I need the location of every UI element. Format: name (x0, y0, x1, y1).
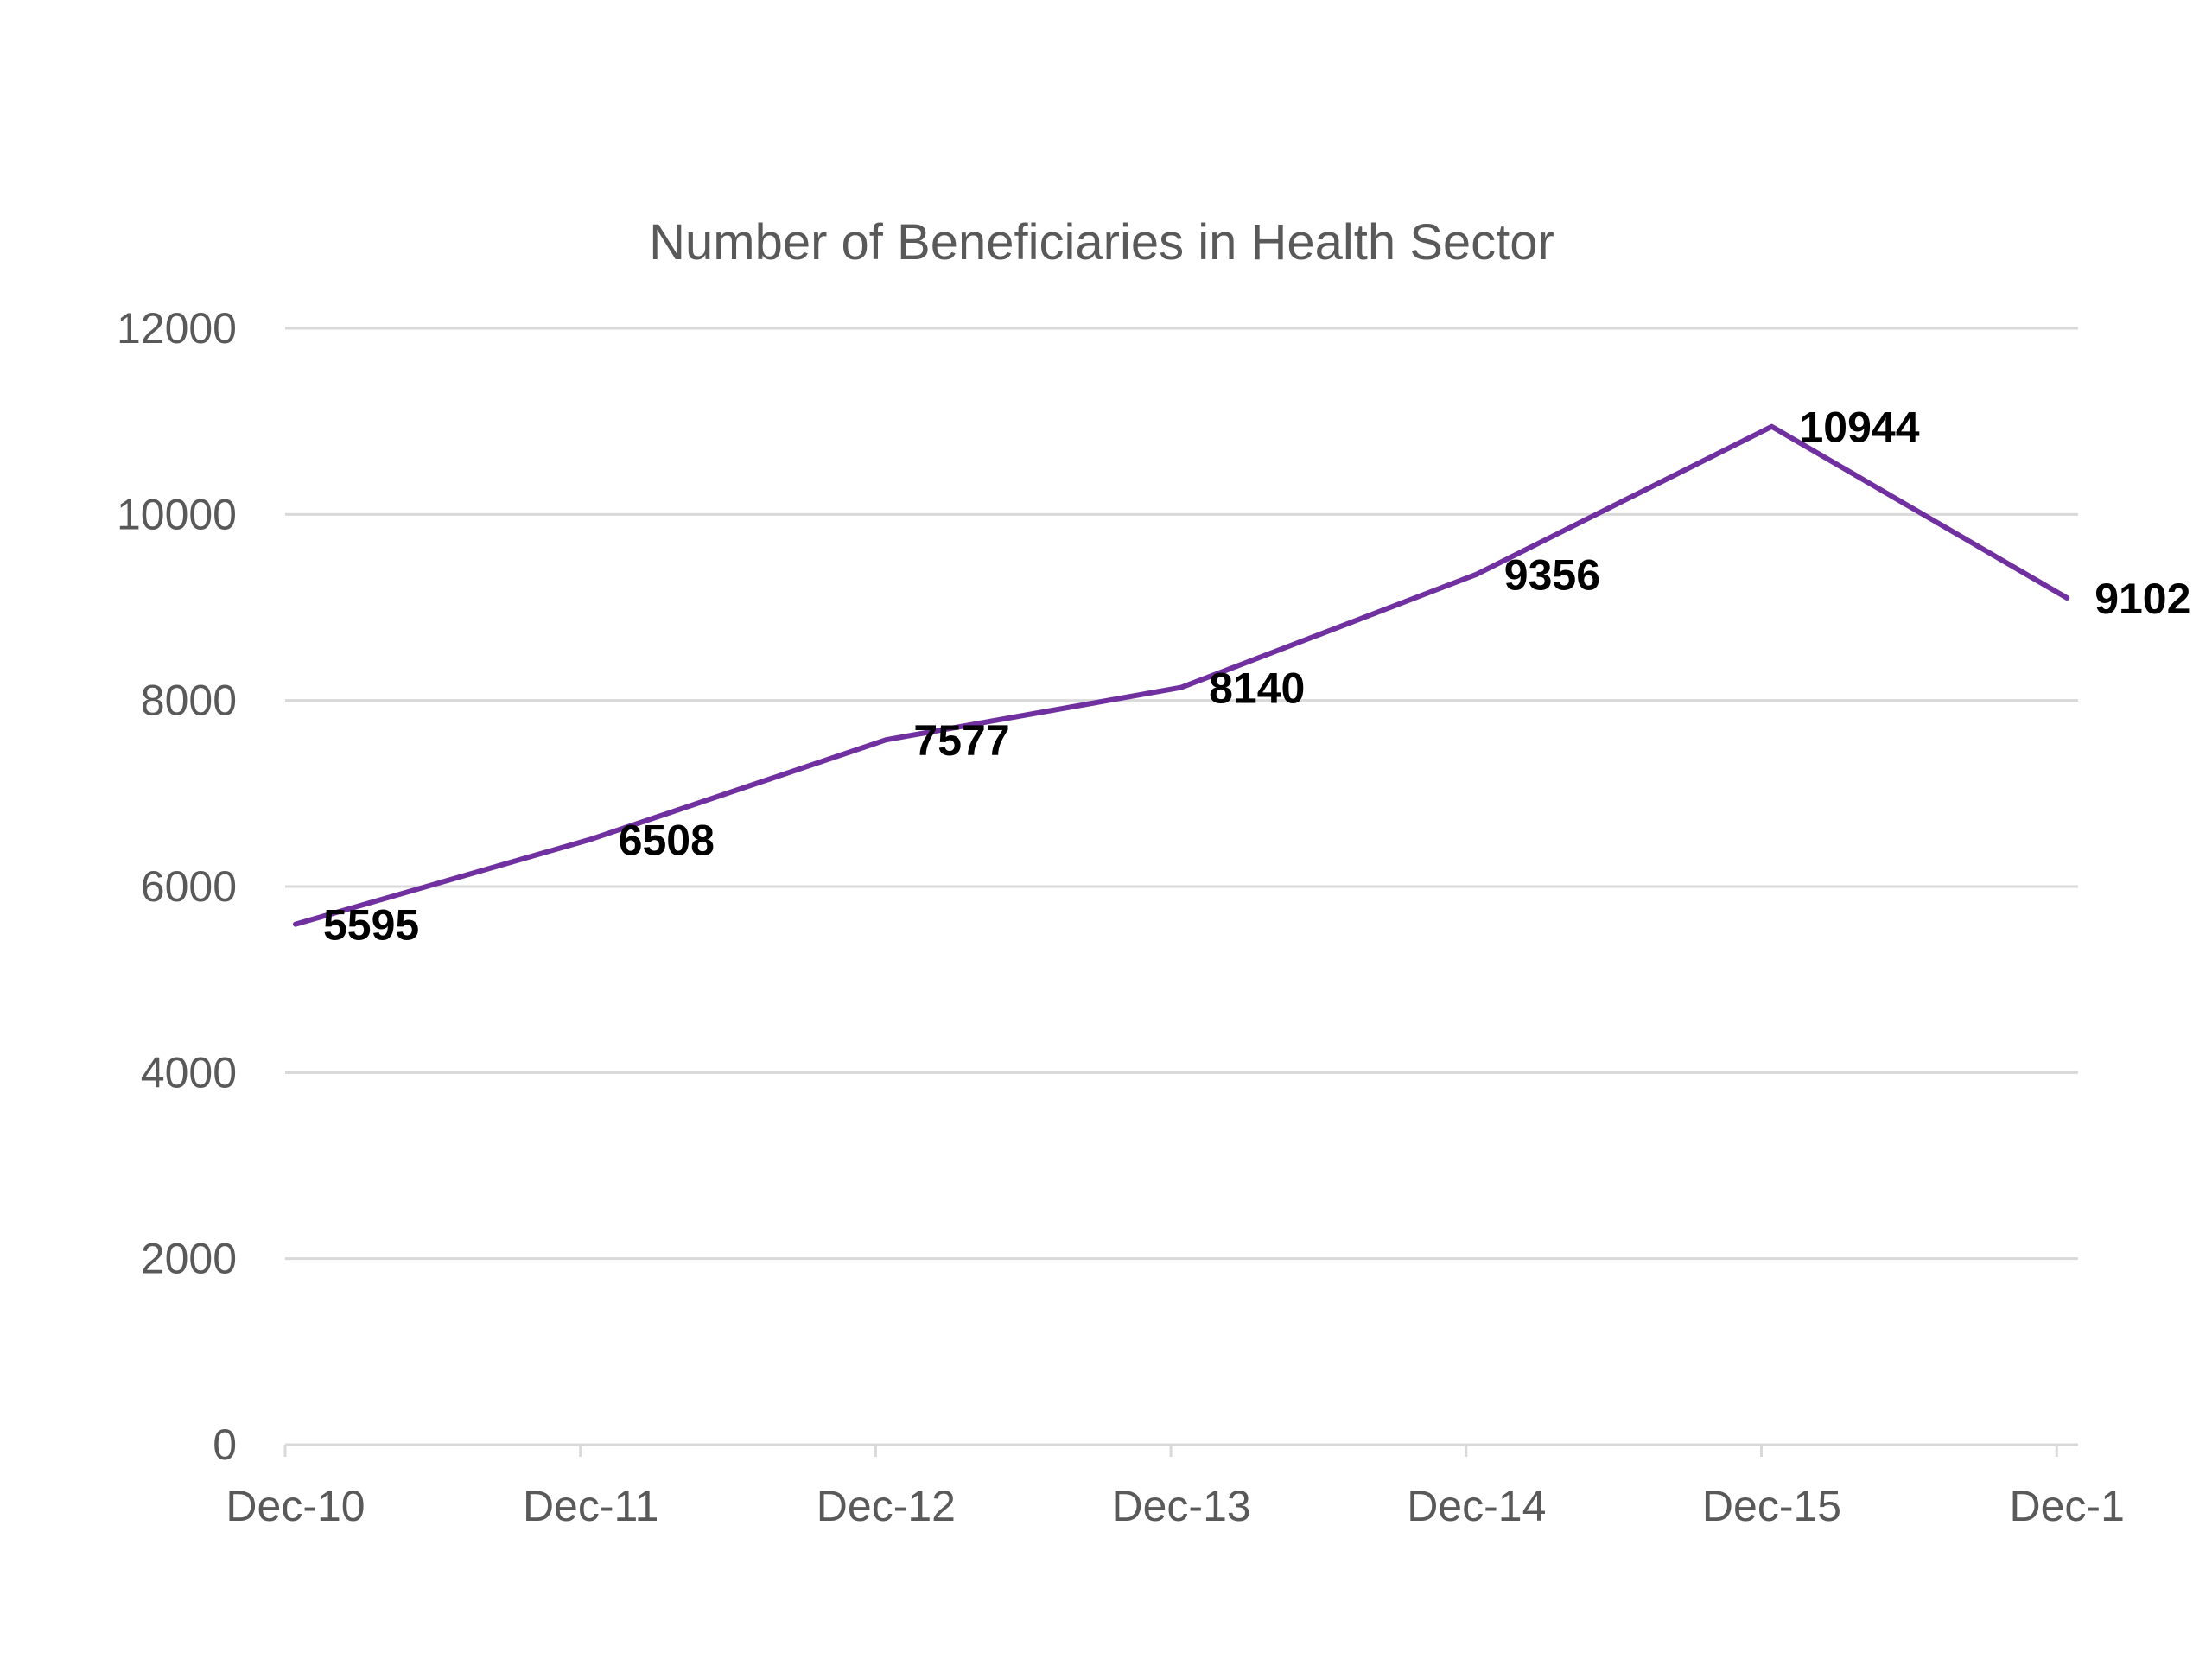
chart-title: Number of Beneficiaries in Health Sector (649, 214, 1554, 270)
data-labels: 5595 6508 7577 8140 9356 10944 9102 (323, 404, 2190, 950)
series-line (293, 423, 2070, 927)
x-tick-label: Dec-13 (1112, 1482, 1251, 1530)
y-tick-label: 10000 (117, 490, 237, 538)
y-tick-label: 8000 (141, 677, 237, 725)
x-tick-label: Dec-1 (2010, 1482, 2125, 1530)
y-tick-label: 2000 (141, 1235, 237, 1283)
data-label: 10944 (1800, 404, 1920, 452)
y-tick-label: 6000 (141, 862, 237, 911)
x-tick-label: Dec-15 (1702, 1482, 1841, 1530)
data-label: 8140 (1209, 664, 1305, 713)
data-label: 9356 (1504, 551, 1600, 600)
data-label: 7577 (913, 716, 1009, 765)
gridlines (285, 327, 2078, 1261)
data-label: 5595 (323, 901, 419, 950)
x-axis: Dec-10 Dec-11 Dec-12 Dec-13 Dec-14 Dec-15 Dec-… (226, 1443, 2125, 1530)
data-label: 6508 (619, 816, 715, 864)
y-tick-label: 0 (213, 1421, 237, 1469)
series-line-group (293, 423, 2070, 927)
x-tick-label: Dec-12 (817, 1482, 956, 1530)
y-tick-label: 12000 (117, 304, 237, 353)
data-label: 9102 (2094, 575, 2190, 623)
y-axis-ticks: 0 2000 4000 6000 8000 10000 12000 (117, 304, 237, 1469)
y-tick-label: 4000 (141, 1048, 237, 1096)
x-tick-label: Dec-11 (523, 1482, 658, 1530)
x-tick-label: Dec-14 (1407, 1482, 1546, 1530)
x-tick-label: Dec-10 (226, 1482, 365, 1530)
